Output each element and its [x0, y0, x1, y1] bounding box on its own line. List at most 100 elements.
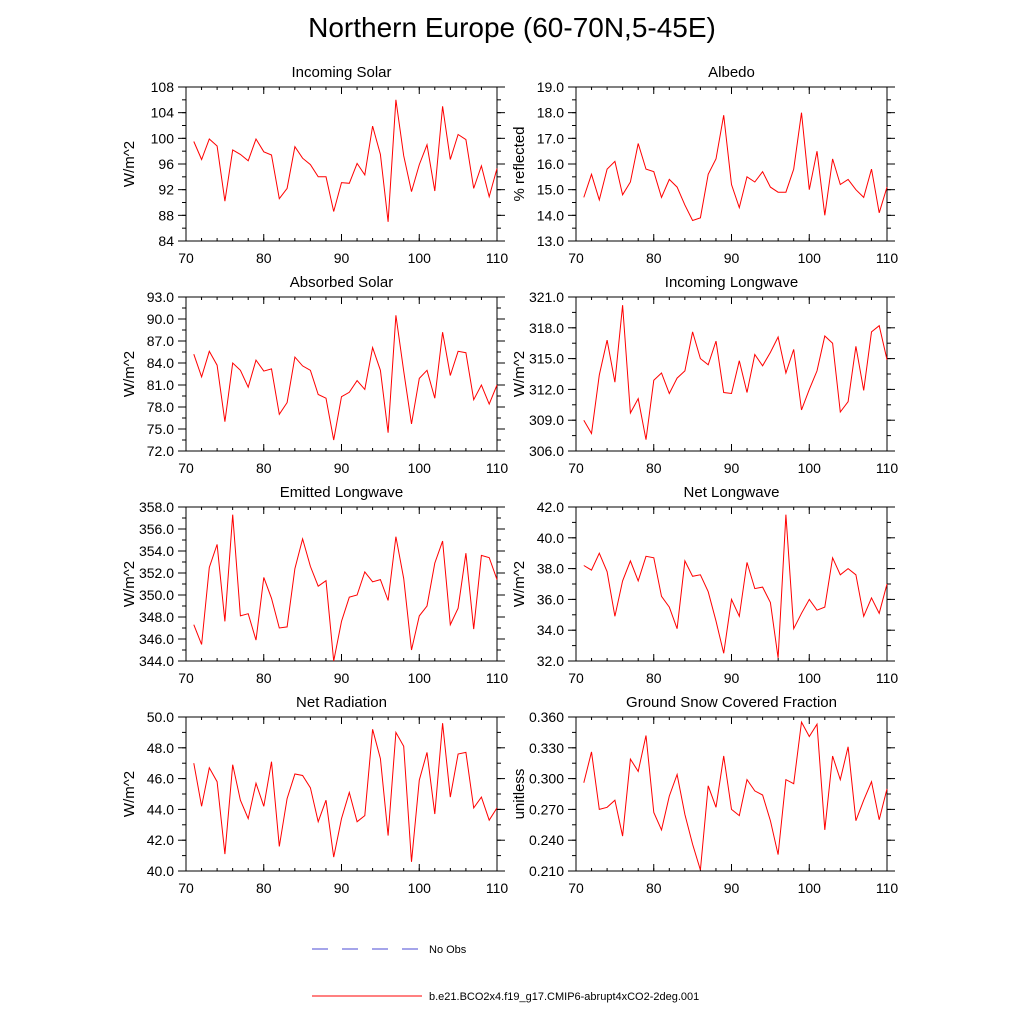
y-tick-label: 16.0	[537, 156, 564, 172]
y-tick-label: 72.0	[147, 443, 174, 459]
panels-group: Incoming Solar W/m^2 70 80 90 100 110 84 88 92 96 1…	[121, 64, 898, 896]
x-tick-label: 110	[486, 250, 509, 266]
y-tick-label: 354.0	[139, 543, 174, 559]
x-tick-label: 70	[178, 670, 194, 686]
y-tick-label: 48.0	[147, 740, 174, 756]
y-tick-label: 352.0	[139, 565, 174, 581]
series-line	[583, 112, 888, 222]
panel-incoming-solar: Incoming Solar W/m^2 70 80 90 100 110 84 88 92 96 1…	[121, 64, 508, 266]
y-tick-label: 321.0	[529, 289, 564, 305]
x-tick-label: 80	[256, 880, 272, 896]
y-tick-label: 34.0	[537, 622, 564, 638]
panel-title: Albedo	[708, 64, 755, 81]
y-tick-label: 81.0	[147, 377, 174, 393]
panel-net-longwave: Net Longwave W/m^2 70 80 90 100 110 32.0 34.0 36.…	[511, 484, 898, 686]
x-tick-label: 100	[798, 250, 822, 266]
x-tick-label: 110	[876, 460, 899, 476]
y-tick-label: 0.300	[529, 771, 564, 787]
y-tick-label: 13.0	[537, 233, 564, 249]
y-tick-label: 87.0	[147, 333, 174, 349]
x-tick-label: 80	[646, 460, 662, 476]
x-tick-label: 100	[798, 460, 822, 476]
y-tick-label: 100	[151, 130, 175, 146]
y-axis-label: unitless	[511, 769, 528, 820]
x-tick-label: 100	[408, 670, 432, 686]
panel-emitted-longwave: Emitted Longwave W/m^2 70 80 90 100 110 344.0 34…	[121, 484, 508, 686]
y-axis-label: W/m^2	[121, 771, 138, 817]
x-tick-label: 100	[798, 670, 822, 686]
x-tick-label: 90	[334, 670, 350, 686]
x-tick-label: 90	[724, 460, 740, 476]
y-tick-label: 46.0	[147, 771, 174, 787]
series-line	[193, 514, 498, 662]
series-line	[583, 514, 888, 658]
x-tick-label: 100	[408, 250, 432, 266]
y-tick-label: 75.0	[147, 421, 174, 437]
y-tick-label: 306.0	[529, 443, 564, 459]
x-tick-label: 80	[646, 670, 662, 686]
x-tick-label: 90	[334, 460, 350, 476]
y-axis-label: W/m^2	[511, 351, 528, 397]
panel-title: Ground Snow Covered Fraction	[626, 694, 837, 711]
panel-title: Absorbed Solar	[290, 274, 393, 291]
x-tick-label: 70	[568, 670, 584, 686]
x-tick-label: 100	[408, 460, 432, 476]
y-tick-label: 315.0	[529, 351, 564, 367]
x-tick-label: 90	[724, 670, 740, 686]
series-line	[193, 723, 498, 862]
panel-title: Incoming Longwave	[665, 274, 798, 291]
x-tick-label: 100	[798, 880, 822, 896]
panel-title: Net Radiation	[296, 694, 387, 711]
y-tick-label: 104	[151, 105, 175, 121]
plot-frame	[575, 506, 888, 662]
panel-net-radiation: Net Radiation W/m^2 70 80 90 100 110 40.0 42.0 44…	[121, 694, 508, 896]
y-tick-label: 312.0	[529, 381, 564, 397]
x-tick-label: 70	[568, 250, 584, 266]
x-tick-label: 90	[724, 250, 740, 266]
y-tick-label: 344.0	[139, 653, 174, 669]
y-tick-label: 108	[151, 79, 175, 95]
series-line	[583, 305, 888, 440]
series-line	[193, 99, 498, 222]
panel-ground-snow-covered-fraction: Ground Snow Covered Fraction unitless 70 80…	[511, 694, 898, 896]
plot-frame	[185, 86, 498, 242]
y-tick-label: 84.0	[147, 355, 174, 371]
x-tick-label: 110	[876, 880, 899, 896]
plot-frame	[575, 86, 888, 242]
legend-model-label: b.e21.BCO2x4.f19_g17.CMIP6-abrupt4xCO2-2…	[429, 991, 699, 1003]
y-tick-label: 0.360	[529, 709, 564, 725]
plot-frame	[185, 506, 498, 662]
y-tick-label: 38.0	[537, 561, 564, 577]
x-tick-label: 90	[334, 880, 350, 896]
plot-frame	[575, 296, 888, 452]
y-tick-label: 40.0	[147, 863, 174, 879]
y-tick-label: 93.0	[147, 289, 174, 305]
y-tick-label: 32.0	[537, 653, 564, 669]
y-tick-label: 42.0	[147, 832, 174, 848]
y-tick-label: 50.0	[147, 709, 174, 725]
x-tick-label: 100	[408, 880, 432, 896]
x-tick-label: 110	[876, 670, 899, 686]
y-axis-label: W/m^2	[511, 561, 528, 607]
x-tick-label: 110	[486, 670, 509, 686]
y-tick-label: 17.0	[537, 130, 564, 146]
panel-incoming-longwave: Incoming Longwave W/m^2 70 80 90 100 110 306.0 3…	[511, 274, 898, 476]
plot-frame	[575, 716, 888, 872]
y-tick-label: 0.270	[529, 801, 564, 817]
y-tick-label: 90.0	[147, 311, 174, 327]
y-tick-label: 0.240	[529, 832, 564, 848]
y-tick-label: 350.0	[139, 587, 174, 603]
y-axis-label: % reflected	[511, 126, 528, 201]
x-tick-label: 70	[178, 250, 194, 266]
y-axis-label: W/m^2	[121, 351, 138, 397]
x-tick-label: 70	[178, 460, 194, 476]
x-tick-label: 80	[256, 670, 272, 686]
x-tick-label: 80	[646, 880, 662, 896]
y-tick-label: 18.0	[537, 105, 564, 121]
y-tick-label: 40.0	[537, 530, 564, 546]
series-line	[583, 720, 888, 871]
y-tick-label: 318.0	[529, 320, 564, 336]
x-tick-label: 70	[178, 880, 194, 896]
y-axis-label: W/m^2	[121, 141, 138, 187]
